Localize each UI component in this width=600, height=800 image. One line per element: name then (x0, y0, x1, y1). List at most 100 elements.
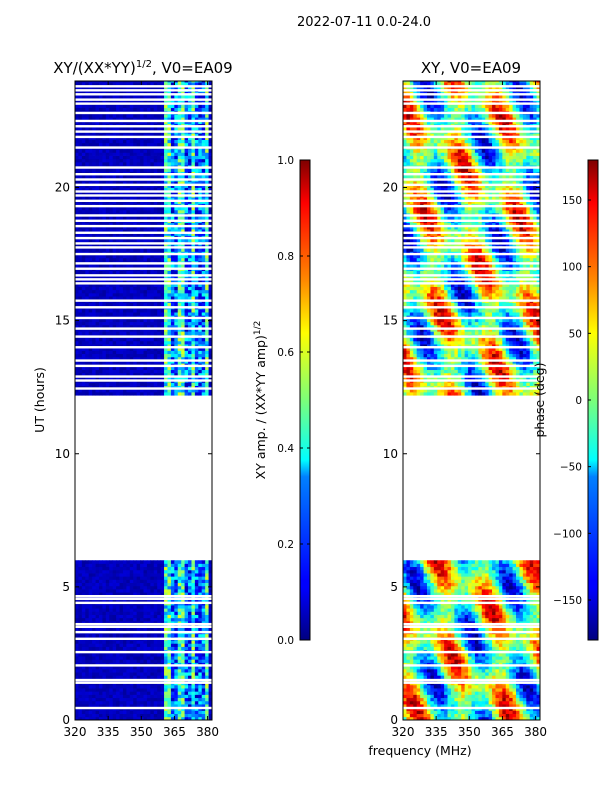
heatmap-cell (146, 254, 151, 259)
heatmap-cell (75, 238, 79, 243)
heatmap-cell (146, 347, 151, 351)
heatmap-cell (88, 302, 93, 307)
heatmap-cell (116, 589, 120, 593)
heatmap-cell (136, 659, 141, 663)
heatmap-cell (177, 598, 182, 603)
heatmap-cell (136, 350, 141, 355)
heatmap-cell (150, 161, 155, 166)
heatmap-cell (85, 713, 90, 718)
heatmap-cell (133, 672, 138, 676)
heatmap-cell (81, 388, 86, 393)
heatmap-cell (109, 688, 114, 692)
heatmap-cell (78, 643, 83, 647)
heatmap-cell (129, 238, 134, 243)
heatmap-cell (116, 668, 120, 673)
heatmap-cell (95, 372, 100, 377)
heatmap-cell (102, 308, 107, 313)
heatmap-cell (105, 289, 110, 294)
heatmap-cell (95, 222, 100, 227)
heatmap-cell (75, 158, 79, 163)
heatmap-cell (129, 174, 134, 179)
heatmap-cell (181, 321, 185, 326)
heatmap-cell (88, 280, 93, 284)
heatmap-cell (153, 684, 158, 689)
heatmap-cell (153, 652, 158, 657)
heatmap-cell (81, 391, 86, 396)
heatmap-cell (194, 225, 199, 230)
heatmap-cell (164, 324, 168, 329)
heatmap-cell (116, 569, 120, 574)
heatmap-cell (109, 356, 114, 361)
heatmap-cell (201, 366, 206, 371)
heatmap-cell (177, 369, 182, 374)
heatmap-cell (181, 155, 185, 160)
heatmap-cell (136, 668, 141, 673)
heatmap-cell (75, 216, 79, 220)
heatmap-cell (184, 296, 189, 300)
heatmap-cell (184, 331, 189, 335)
heatmap-cell (198, 225, 203, 230)
heatmap-cell (95, 292, 100, 297)
heatmap-cell (109, 321, 114, 326)
heatmap-cell (198, 589, 203, 593)
heatmap-cell (153, 688, 158, 692)
heatmap-cell (143, 257, 148, 262)
heatmap-cell (126, 643, 131, 647)
heatmap-cell (194, 640, 199, 644)
heatmap-cell (191, 569, 196, 574)
heatmap-cell (205, 614, 209, 619)
heatmap-cell (150, 331, 155, 335)
heatmap-cell (105, 328, 110, 332)
heatmap-cell (126, 611, 131, 615)
heatmap-cell (75, 350, 79, 355)
heatmap-cell (129, 376, 134, 380)
heatmap-cell (95, 592, 100, 596)
heatmap-cell (98, 646, 103, 651)
heatmap-cell (174, 337, 179, 342)
heatmap-cell (201, 697, 206, 702)
heatmap-cell (95, 560, 100, 564)
heatmap-cell (153, 620, 158, 625)
heatmap-cell (75, 656, 79, 660)
heatmap-cell (85, 286, 90, 291)
heatmap-cell (102, 238, 107, 243)
heatmap-cell (78, 312, 83, 316)
heatmap-cell (208, 633, 212, 638)
heatmap-cell (194, 321, 199, 326)
heatmap-cell (122, 229, 127, 233)
heatmap-cell (191, 197, 196, 201)
heatmap-cell (153, 318, 158, 323)
heatmap-cell (95, 611, 100, 615)
heatmap-cell (78, 369, 83, 374)
heatmap-cell (184, 302, 189, 307)
heatmap-cell (184, 254, 189, 259)
heatmap-cell (146, 340, 151, 345)
heatmap-cell (150, 604, 155, 609)
heatmap-cell (208, 197, 212, 201)
heatmap-cell (181, 633, 185, 638)
heatmap-cell (81, 684, 86, 689)
heatmap-cell (191, 694, 196, 699)
heatmap-cell (112, 324, 117, 329)
heatmap-cell (201, 347, 206, 351)
heatmap-cell (122, 366, 127, 371)
heatmap-cell (129, 350, 134, 355)
heatmap-cell (174, 576, 179, 580)
heatmap-cell (122, 684, 127, 689)
heatmap-cell (157, 289, 162, 294)
heatmap-cell (208, 569, 212, 574)
heatmap-cell (78, 270, 83, 275)
heatmap-cell (136, 206, 141, 211)
heatmap-cell (208, 652, 212, 657)
heatmap-cell (78, 225, 83, 230)
heatmap-cell (164, 168, 168, 172)
heatmap-cell (164, 579, 168, 584)
heatmap-cell (150, 248, 155, 252)
heatmap-cell (194, 611, 199, 615)
heatmap-cell (160, 174, 165, 179)
heatmap-cell (181, 232, 185, 236)
heatmap-cell (194, 563, 199, 568)
heatmap-cell (133, 668, 138, 673)
heatmap-cell (198, 627, 203, 631)
heatmap-cell (191, 206, 196, 211)
